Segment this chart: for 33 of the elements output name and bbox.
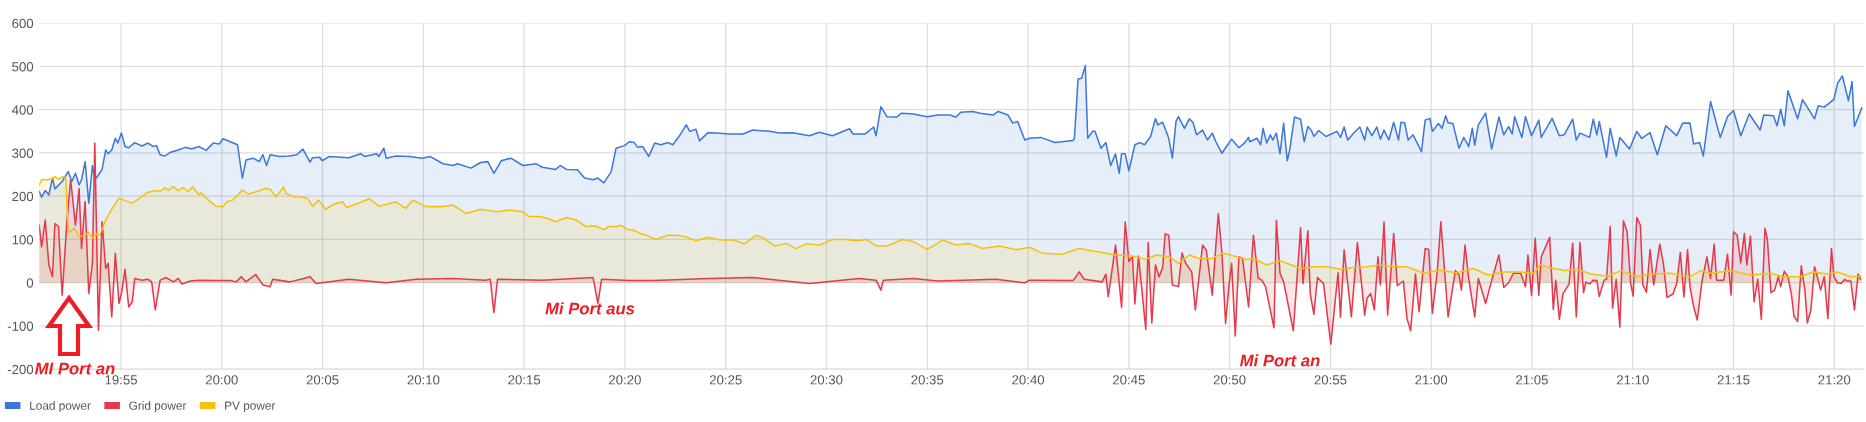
- legend-label: Load power: [30, 401, 91, 413]
- x-tick-label: 20:35: [911, 375, 944, 385]
- y-tick-label: 600: [12, 18, 34, 29]
- y-tick-label: 300: [12, 148, 34, 158]
- x-tick-label: 20:15: [508, 375, 541, 385]
- y-tick-label: -100: [7, 321, 34, 331]
- x-tick-label: 21:20: [1818, 375, 1851, 385]
- x-tick-label: 20:45: [1112, 375, 1145, 385]
- x-tick-label: 21:10: [1616, 375, 1649, 385]
- y-tick-label: 500: [12, 62, 34, 72]
- annotation: MI Port an: [35, 362, 115, 375]
- annotation: Mi Port aus: [545, 302, 635, 315]
- x-tick-label: 20:50: [1213, 375, 1246, 385]
- x-tick-label: 21:05: [1516, 375, 1548, 385]
- annotation: Mi Port an: [1240, 354, 1320, 367]
- x-tick-label: 20:00: [205, 375, 238, 385]
- x-tick-label: 20:30: [810, 375, 843, 385]
- legend-label: PV power: [225, 401, 276, 413]
- x-tick-label: 20:40: [1012, 375, 1045, 385]
- y-tick-label: -200: [7, 364, 34, 375]
- legend-label: Grid power: [129, 401, 187, 413]
- y-tick-label: 200: [12, 191, 34, 202]
- y-tick-label: 100: [12, 235, 34, 245]
- x-tick-label: 19:55: [105, 375, 138, 385]
- y-tick-label: 0: [26, 278, 34, 288]
- x-tick-label: 20:55: [1314, 375, 1347, 385]
- x-tick-label: 20:20: [609, 375, 641, 385]
- x-tick-label: 21:15: [1717, 375, 1750, 385]
- x-tick-label: 20:10: [407, 375, 440, 385]
- y-tick-label: 400: [11, 105, 34, 115]
- x-tick-label: 20:05: [306, 375, 339, 385]
- x-tick-label: 20:25: [709, 375, 742, 385]
- x-tick-label: 21:00: [1415, 375, 1448, 385]
